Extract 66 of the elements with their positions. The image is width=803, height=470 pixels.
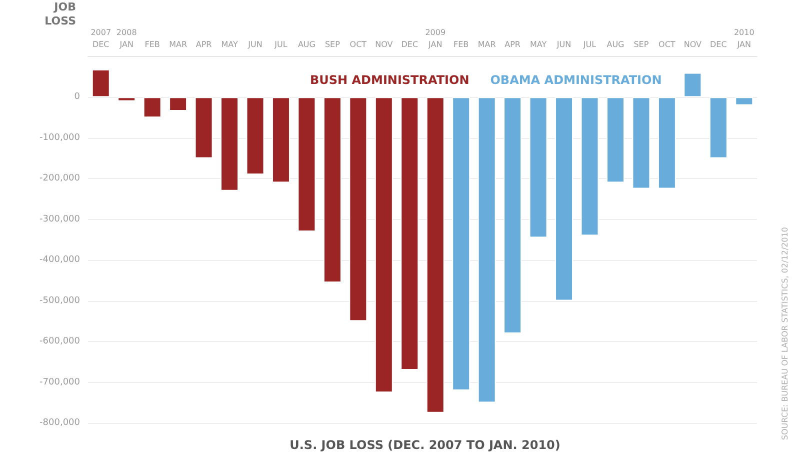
bar bbox=[92, 69, 110, 98]
x-tick-label: 2010 JAN bbox=[734, 28, 754, 49]
bar bbox=[504, 97, 522, 334]
bar bbox=[143, 97, 162, 118]
y-tick-label: -300,000 bbox=[40, 214, 80, 224]
bar bbox=[735, 97, 754, 106]
series-label: OBAMA ADMINISTRATION bbox=[490, 73, 662, 87]
bar bbox=[118, 97, 136, 102]
x-tick-label: APR bbox=[504, 40, 521, 49]
x-tick-label: SEP bbox=[324, 40, 340, 49]
x-tick-label: SEP bbox=[634, 40, 649, 49]
x-tick-label: FEB bbox=[454, 40, 469, 49]
bar bbox=[658, 97, 676, 189]
x-tick-label: 2009 JAN bbox=[425, 28, 446, 49]
y-tick-label: -400,000 bbox=[40, 255, 80, 266]
bar bbox=[349, 97, 368, 322]
bar bbox=[709, 97, 728, 158]
bar bbox=[684, 72, 702, 98]
y-tick-label: -800,000 bbox=[40, 418, 80, 428]
y-tick-label: -100,000 bbox=[40, 132, 80, 143]
bar bbox=[555, 97, 574, 301]
y-axis-title: JOB LOSS bbox=[44, 0, 76, 28]
y-tick-label: 0 bbox=[74, 92, 80, 102]
x-tick-label: OCT bbox=[658, 40, 676, 49]
y-tick-label: -500,000 bbox=[40, 296, 80, 306]
x-tick-label: NOV bbox=[375, 40, 394, 49]
x-tick-label: MAY bbox=[221, 40, 238, 49]
x-tick-label: JUN bbox=[556, 40, 572, 49]
x-tick-label: AUG bbox=[606, 40, 624, 49]
bar bbox=[580, 97, 599, 236]
x-tick-label: OCT bbox=[350, 40, 367, 49]
bar bbox=[220, 97, 239, 191]
y-tick-label: -600,000 bbox=[40, 336, 80, 347]
bar bbox=[169, 97, 188, 111]
x-tick-label: NOV bbox=[684, 40, 702, 49]
bar bbox=[194, 97, 213, 158]
bar bbox=[400, 97, 419, 370]
source-note: SOURCE: BUREAU OF LABOR STATISTICS, 02/12/2010 bbox=[780, 226, 790, 440]
bar bbox=[323, 97, 342, 282]
bar bbox=[478, 97, 496, 403]
x-tick-label: FEB bbox=[144, 40, 160, 49]
series-label: BUSH ADMINISTRATION bbox=[310, 73, 470, 87]
x-tick-label: 2007 DEC bbox=[90, 28, 112, 49]
x-tick-label: MAR bbox=[478, 40, 496, 49]
bar bbox=[452, 97, 470, 390]
bar bbox=[606, 97, 624, 183]
text: U.S. JOB LOSS (DEC. 2007 TO JAN. 2010) bbox=[290, 438, 560, 452]
bar bbox=[374, 97, 393, 392]
x-tick-label: DEC bbox=[710, 40, 728, 49]
bar bbox=[298, 97, 316, 232]
x-tick-label: MAY bbox=[530, 40, 547, 49]
x-tick-label: DEC bbox=[401, 40, 418, 49]
bar bbox=[632, 97, 650, 189]
x-tick-label: APR bbox=[196, 40, 212, 49]
x-tick-label: AUG bbox=[298, 40, 316, 49]
x-tick-label: MAR bbox=[169, 40, 188, 49]
x-tick-label: 2008 JAN bbox=[116, 28, 137, 49]
bar bbox=[426, 97, 444, 413]
bar bbox=[272, 97, 290, 183]
bar bbox=[529, 97, 548, 238]
y-tick-label: -200,000 bbox=[40, 174, 80, 184]
x-tick-label: JUL bbox=[274, 40, 288, 49]
x-tick-label: JUL bbox=[582, 40, 597, 49]
bar bbox=[246, 97, 264, 175]
x-tick-label: JUN bbox=[247, 40, 262, 49]
y-tick-label: -700,000 bbox=[40, 377, 80, 388]
